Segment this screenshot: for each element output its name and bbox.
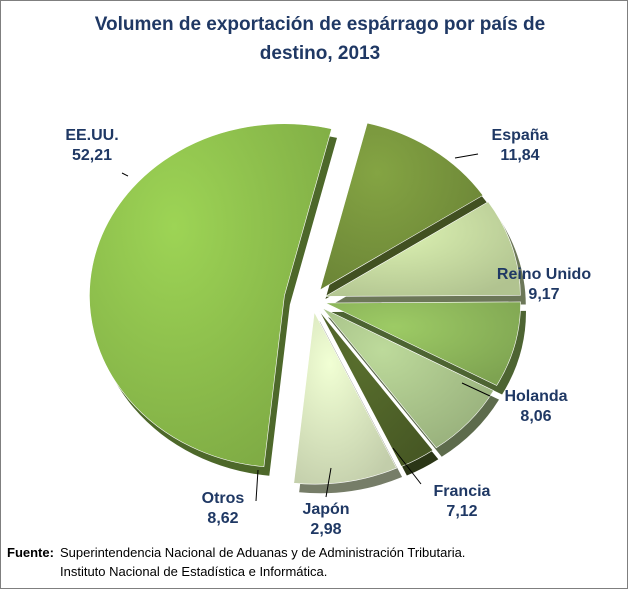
leader-line: [454, 153, 479, 159]
leader-line: [255, 469, 259, 502]
slice-value-label: 7,12: [446, 503, 477, 520]
pie-slice-holanda: [325, 301, 521, 386]
slice-label: Francia: [434, 483, 491, 500]
source-label: Fuente:: [7, 545, 54, 560]
leader-line: [392, 447, 422, 485]
slice-label: EE.UU.: [65, 127, 118, 144]
slice-value-label: 52,21: [72, 147, 112, 164]
slice-value-label: 9,17: [528, 286, 559, 303]
pie-slice-otros: [293, 311, 398, 485]
slice-value-label: 8,62: [207, 510, 238, 527]
source-line-1: Superintendencia Nacional de Aduanas y d…: [60, 545, 466, 560]
pie-slice-reino-unido: [324, 201, 521, 297]
pie-slice-jap-n: [318, 310, 434, 467]
pie-slice-ee-uu-: [89, 123, 332, 468]
source-line-2: Instituto Nacional de Estadística e Info…: [60, 564, 328, 579]
slice-label: Reino Unido: [497, 266, 591, 283]
source-note: Fuente: Superintendencia Nacional de Adu…: [7, 543, 465, 579]
slice-label: Holanda: [504, 388, 567, 405]
slice-value-label: 8,06: [520, 408, 551, 425]
chart-title: Volumen de exportación de espárrago por …: [94, 14, 546, 64]
pie-slice-espa-a: [319, 122, 484, 291]
pie-slice-francia: [322, 307, 495, 449]
leader-line: [121, 172, 129, 177]
leader-line: [325, 467, 332, 498]
slice-label: Otros: [202, 490, 245, 507]
slice-label: España: [492, 127, 549, 144]
slice-label: Japón: [302, 501, 349, 518]
leader-line: [461, 382, 491, 397]
slice-value-label: 2,98: [310, 521, 341, 538]
slice-value-label: 11,84: [500, 147, 539, 164]
